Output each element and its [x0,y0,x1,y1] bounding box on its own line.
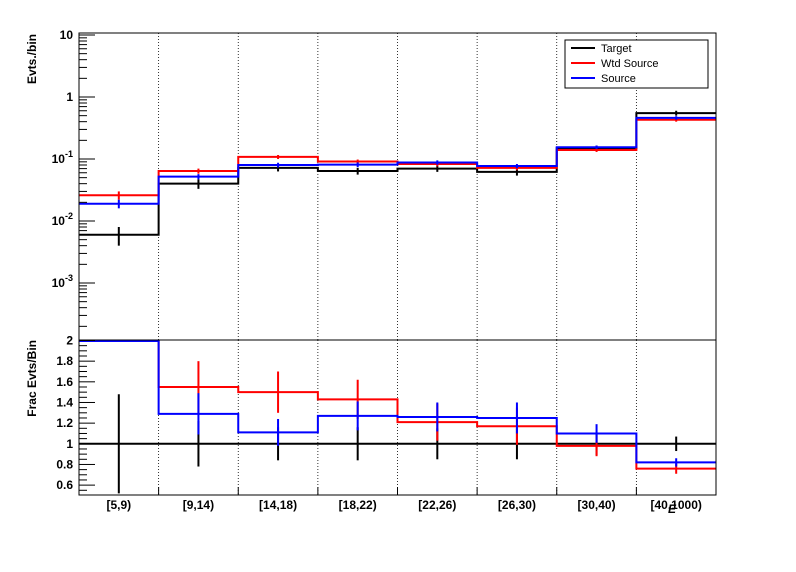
step-line [79,340,716,470]
x-tick-label: [40,1000) [651,498,702,512]
x-tick-label: [9,14) [183,498,214,512]
top-panel: 10 1 10-1 10-2 10-3 Evts./bin Target Wtd Sour… [25,28,716,340]
y-tick-label: 10-1 [52,149,73,166]
y-tick-label: 1 [66,90,73,104]
legend-label: Source [601,73,636,85]
top-series [79,110,716,246]
bottom-ylabel: Frac Evts/Bin [25,340,39,417]
y-tick-label: 1.8 [56,354,73,368]
bottom-frame [78,339,717,496]
x-tick-label: [30,40) [578,498,616,512]
x-axis: [5,9) [9,14) [14,18) [18,22) [22,26) [26,30) [… [78,487,717,512]
x-tick-label: [5,9) [106,498,131,512]
y-tick-label: 10-3 [52,273,73,290]
legend: Target Wtd Source Source [564,39,709,89]
legend-label: Wtd Source [601,58,658,70]
series-source [79,340,716,467]
x-tick-label: [26,30) [498,498,536,512]
y-tick-label: 0.8 [56,457,73,471]
y-tick-label: 0.6 [56,478,73,492]
top-ylabel: Evts./bin [25,34,39,84]
bottom-y-axis: 2 1.8 1.6 1.4 1.2 1 0.8 0.6 [56,334,95,492]
x-tick-label: [18,22) [339,498,377,512]
y-tick-label: 1.4 [56,395,73,409]
x-tick-label: [22,26) [418,498,456,512]
series-wtd-source [79,340,716,474]
y-tick-label: 1.2 [56,416,73,430]
x-tick-label: [14,18) [259,498,297,512]
y-tick-label: 10 [60,28,74,42]
series-wtd-source [79,117,716,200]
y-tick-label: 1 [66,437,73,451]
series-source [79,116,716,209]
x-axis-label: E [668,502,677,516]
y-tick-label: 10-2 [52,211,73,228]
top-y-axis: 10 1 10-1 10-2 10-3 [52,28,95,327]
legend-label: Target [601,43,632,55]
bottom-series [79,340,716,494]
y-tick-label: 1.6 [56,375,73,389]
bottom-panel: 21.81.61.41.210.80.6 [5,9) [9,14) [14,18)[… [25,334,717,516]
y-tick-label: 2 [66,334,73,348]
